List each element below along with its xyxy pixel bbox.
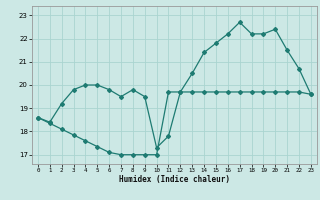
X-axis label: Humidex (Indice chaleur): Humidex (Indice chaleur) <box>119 175 230 184</box>
